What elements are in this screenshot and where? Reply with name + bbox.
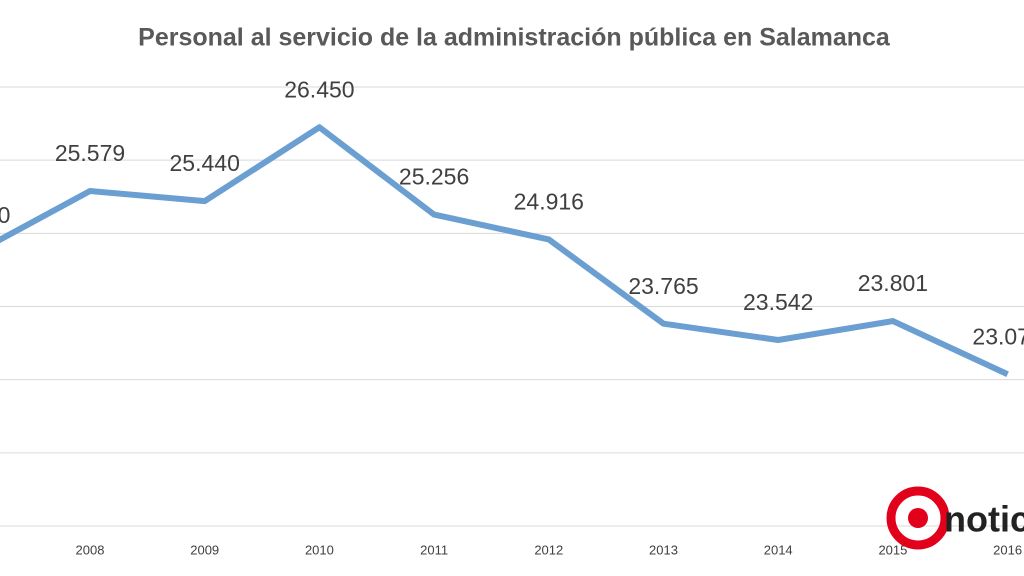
value-label: 25.256 (399, 164, 469, 190)
x-tick-label: 2009 (190, 542, 219, 557)
value-label: 24.730 (0, 202, 10, 228)
value-label: 25.579 (55, 140, 125, 166)
logo-dot (908, 508, 928, 528)
x-tick-label: 2013 (649, 542, 678, 557)
x-tick-label: 2014 (764, 542, 793, 557)
x-tick-label: 2011 (420, 542, 448, 557)
value-label: 25.440 (170, 150, 240, 176)
value-label: 23.542 (743, 289, 813, 315)
data-line (0, 124, 1009, 377)
value-label: 23.801 (858, 270, 928, 296)
chart-title: Personal al servicio de la administració… (138, 24, 891, 52)
x-tick-label: 2008 (76, 542, 105, 557)
value-label: 24.916 (514, 189, 584, 215)
value-label: 23.074 (972, 323, 1024, 349)
x-tick-label: 2015 (878, 542, 907, 557)
logo-text: notic (944, 499, 1024, 540)
x-tick-label: 2012 (534, 542, 563, 557)
x-tick-label: 2010 (305, 542, 334, 557)
x-tick-label: 2016 (993, 542, 1022, 557)
logo: notic (886, 486, 1024, 550)
logo-ring (886, 486, 950, 550)
value-label: 23.765 (628, 273, 698, 299)
value-label: 26.450 (284, 76, 354, 102)
